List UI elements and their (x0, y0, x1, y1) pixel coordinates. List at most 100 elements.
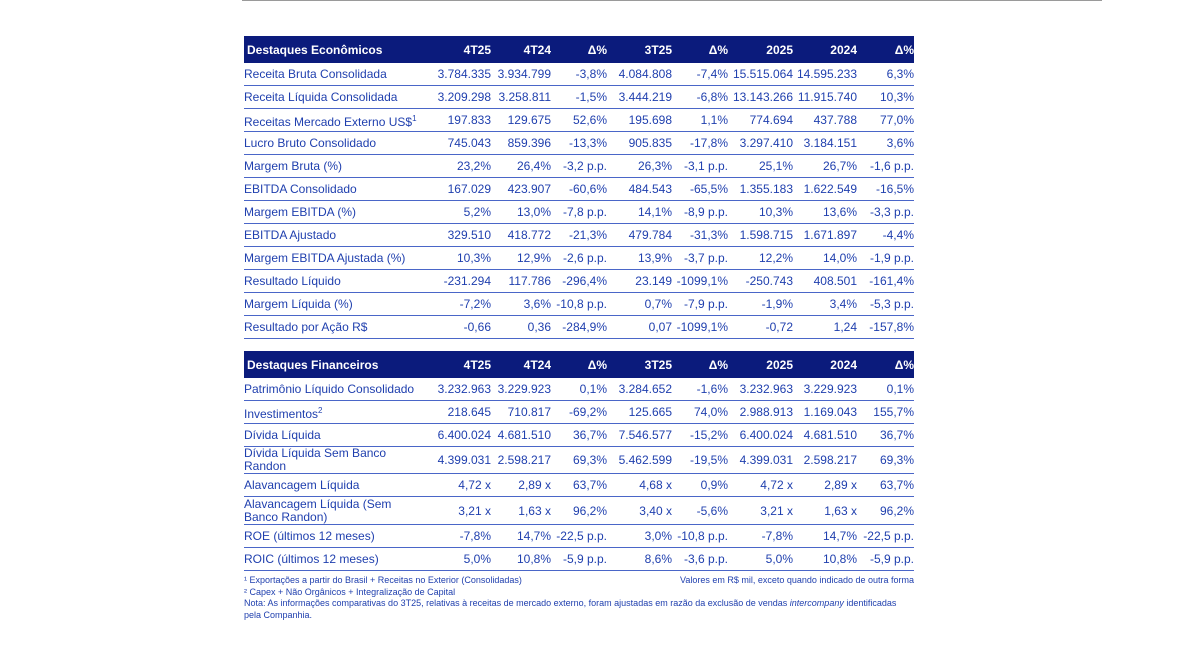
row-label: EBITDA Ajustado (244, 223, 428, 247)
column-header: Δ% (672, 36, 728, 63)
cell-value: 6.400.024 (728, 423, 793, 447)
row-label-text: Margem Bruta (%) (244, 158, 343, 173)
cell-value: 69,3% (857, 446, 914, 474)
cell-value: 3.184.151 (793, 131, 857, 155)
cell-value: 167.029 (428, 177, 491, 201)
cell-value: 5,2% (428, 200, 491, 224)
row-label-text: EBITDA Consolidado (244, 181, 357, 196)
table-row: Patrimônio Líquido Consolidado 3.232.963 3… (244, 378, 914, 401)
cell-value: -13,3% (551, 131, 607, 155)
cell-value: -1,9% (728, 292, 793, 316)
table-row: Margem EBITDA (%) 5,2% 13,0% -7,8 p.p. 14,1%… (244, 200, 914, 224)
row-label-text: Receita Líquida Consolidada (244, 89, 398, 104)
section-title: Destaques Financeiros (244, 351, 428, 378)
column-header: Δ% (857, 351, 914, 378)
table-row: Resultado por Ação R$ -0,66 0,36 -284,9% 0,0… (244, 315, 914, 339)
cell-value: 4.681.510 (793, 423, 857, 447)
cell-value: -284,9% (551, 315, 607, 339)
cell-value: 15.515.064 (728, 63, 793, 86)
cell-value: 10,3% (728, 200, 793, 224)
cell-value: -69,2% (551, 400, 607, 424)
column-header: 2025 (728, 36, 793, 63)
table-row: ROIC (últimos 12 meses) 5,0% 10,8% -5,9 p.p… (244, 547, 914, 571)
cell-value: 3.209.298 (428, 85, 491, 109)
cell-value: -17,8% (672, 131, 728, 155)
row-label: ROE (últimos 12 meses) (244, 524, 428, 548)
row-label-text: Alavancagem Líquida (Sem Banco Randon) (244, 496, 392, 524)
row-label: Lucro Bruto Consolidado (244, 131, 428, 155)
cell-value: 52,6% (551, 108, 607, 132)
cell-value: 3,6% (857, 131, 914, 155)
economic-highlights-table: Destaques Econômicos 4T25 4T24 Δ% 3T25 Δ… (244, 36, 914, 339)
cell-value: 1.622.549 (793, 177, 857, 201)
cell-value: 23.149 (607, 269, 672, 293)
cell-value: 1,63 x (793, 496, 857, 525)
table-row: Alavancagem Líquida 4,72 x 2,89 x 63,7% 4,68… (244, 473, 914, 497)
table-row: Investimentos2 218.645 710.817 -69,2% 125.66… (244, 400, 914, 424)
row-label-text: EBITDA Ajustado (244, 227, 337, 242)
cell-value: 3.258.811 (491, 85, 551, 109)
cell-value: 3,21 x (428, 496, 491, 525)
cell-value: 5.462.599 (607, 446, 672, 474)
cell-value: 0,1% (857, 378, 914, 401)
column-header: 2025 (728, 351, 793, 378)
table-header: Destaques Econômicos 4T25 4T24 Δ% 3T25 Δ… (244, 36, 914, 63)
cell-value: 0,9% (672, 473, 728, 497)
cell-value: 2.988.913 (728, 400, 793, 424)
cell-value: 77,0% (857, 108, 914, 132)
column-header: 2024 (793, 36, 857, 63)
cell-value: -19,5% (672, 446, 728, 474)
cell-value: 484.543 (607, 177, 672, 201)
table-row: Margem Bruta (%) 23,2% 26,4% -3,2 p.p. 26,3%… (244, 154, 914, 178)
cell-value: 0,7% (607, 292, 672, 316)
cell-value: -10,8 p.p. (551, 292, 607, 316)
cell-value: 423.907 (491, 177, 551, 201)
cell-value: 0,36 (491, 315, 551, 339)
cell-value: 63,7% (551, 473, 607, 497)
cell-value: 155,7% (857, 400, 914, 424)
cell-value: 195.698 (607, 108, 672, 132)
cell-value: -31,3% (672, 223, 728, 247)
row-label-text: Margem EBITDA Ajustada (%) (244, 250, 406, 265)
row-label: ROIC (últimos 12 meses) (244, 547, 428, 571)
row-label: Investimentos2 (244, 400, 428, 424)
footnote-2: ² Capex + Não Orgânicos + Integralização… (244, 586, 456, 597)
cell-value: -7,9 p.p. (672, 292, 728, 316)
cell-value: 2,89 x (793, 473, 857, 497)
cell-value: -0,66 (428, 315, 491, 339)
cell-value: -1,6% (672, 378, 728, 401)
row-label-text: Receita Bruta Consolidada (244, 66, 387, 81)
cell-value: 2.598.217 (793, 446, 857, 474)
table-row: Lucro Bruto Consolidado 745.043 859.396 -13… (244, 131, 914, 155)
cell-value: 408.501 (793, 269, 857, 293)
cell-value: 3.284.652 (607, 378, 672, 401)
cell-value: 10,3% (428, 246, 491, 270)
cell-value: -6,8% (672, 85, 728, 109)
cell-value: 14,1% (607, 200, 672, 224)
cell-value: 1.355.183 (728, 177, 793, 201)
cell-value: 3.444.219 (607, 85, 672, 109)
cell-value: -15,2% (672, 423, 728, 447)
cell-value: -7,2% (428, 292, 491, 316)
table-row: Receitas Mercado Externo US$1 197.833 129.… (244, 108, 914, 132)
row-label-text: ROE (últimos 12 meses) (244, 528, 375, 543)
cell-value: -7,8% (428, 524, 491, 548)
cell-value: -21,3% (551, 223, 607, 247)
row-label: EBITDA Consolidado (244, 177, 428, 201)
cell-value: 69,3% (551, 446, 607, 474)
table-row: Dívida Líquida 6.400.024 4.681.510 36,7% 7.5… (244, 423, 914, 447)
row-label: Receita Bruta Consolidada (244, 63, 428, 86)
row-label-text: Dívida Líquida Sem Banco Randon (244, 446, 387, 473)
cell-value: 10,3% (857, 85, 914, 109)
row-label: Alavancagem Líquida (Sem Banco Randon) (244, 496, 428, 525)
cell-value: 479.784 (607, 223, 672, 247)
cell-value: -3,2 p.p. (551, 154, 607, 178)
row-label: Patrimônio Líquido Consolidado (244, 378, 428, 401)
table-row: ROE (últimos 12 meses) -7,8% 14,7% -22,5 p.… (244, 524, 914, 548)
column-header: 4T25 (428, 36, 491, 63)
note-italic: intercompany (789, 598, 844, 608)
column-header: 3T25 (607, 36, 672, 63)
column-header: Δ% (672, 351, 728, 378)
cell-value: 3,4% (793, 292, 857, 316)
table-header: Destaques Financeiros 4T25 4T24 Δ% 3T25 … (244, 351, 914, 378)
